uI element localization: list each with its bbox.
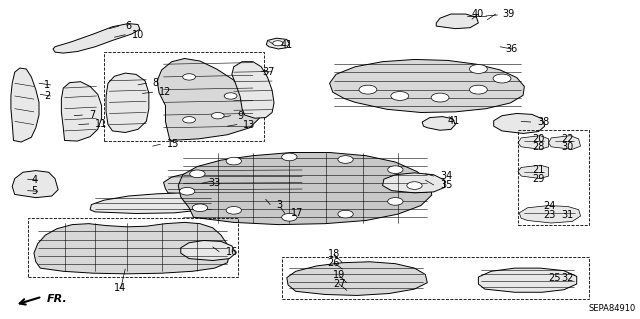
Polygon shape [11, 68, 39, 142]
Circle shape [282, 153, 297, 161]
Text: 39: 39 [502, 9, 515, 19]
Polygon shape [422, 117, 456, 130]
Text: 23: 23 [543, 210, 556, 220]
Text: 33: 33 [208, 178, 221, 188]
Circle shape [226, 157, 241, 165]
Circle shape [192, 204, 207, 211]
Text: 13: 13 [243, 120, 255, 130]
Text: 38: 38 [537, 117, 549, 127]
Text: 4: 4 [31, 175, 38, 185]
Circle shape [179, 188, 195, 195]
Text: SEPA84910: SEPA84910 [589, 304, 636, 313]
Circle shape [338, 210, 353, 218]
Text: 11: 11 [95, 119, 108, 129]
Polygon shape [246, 197, 304, 216]
Text: 20: 20 [532, 134, 545, 144]
Text: 16: 16 [225, 247, 237, 256]
Text: 18: 18 [328, 249, 340, 259]
Text: 19: 19 [333, 271, 345, 280]
Text: 41: 41 [448, 116, 460, 126]
Text: 34: 34 [440, 171, 452, 181]
Text: 25: 25 [548, 273, 561, 283]
Text: 6: 6 [125, 21, 131, 31]
Circle shape [338, 156, 353, 163]
Text: 7: 7 [89, 110, 95, 120]
Circle shape [407, 182, 422, 189]
Text: 14: 14 [115, 283, 127, 293]
Polygon shape [548, 136, 580, 149]
Polygon shape [383, 173, 445, 193]
Polygon shape [436, 14, 478, 29]
Text: 21: 21 [532, 165, 545, 175]
Text: 12: 12 [159, 87, 172, 97]
Text: 17: 17 [291, 209, 303, 219]
Text: 29: 29 [532, 174, 545, 183]
Polygon shape [478, 268, 577, 292]
Text: 15: 15 [167, 139, 179, 149]
Circle shape [273, 41, 283, 46]
Polygon shape [61, 82, 102, 141]
Text: FR.: FR. [47, 294, 67, 304]
Circle shape [469, 85, 487, 94]
Polygon shape [106, 73, 149, 132]
Polygon shape [287, 262, 428, 295]
Circle shape [224, 93, 237, 99]
Polygon shape [34, 222, 229, 274]
Text: 37: 37 [262, 67, 275, 77]
Circle shape [182, 117, 195, 123]
Polygon shape [518, 165, 548, 179]
Polygon shape [90, 193, 214, 213]
Text: 3: 3 [276, 200, 283, 210]
Circle shape [388, 197, 403, 205]
Text: 36: 36 [505, 44, 518, 54]
Circle shape [469, 64, 487, 73]
Text: 28: 28 [532, 142, 545, 152]
Circle shape [431, 93, 449, 102]
Circle shape [282, 213, 297, 221]
Text: 10: 10 [132, 30, 144, 40]
Text: 41: 41 [280, 40, 292, 49]
Circle shape [493, 74, 511, 83]
Circle shape [388, 166, 403, 174]
Polygon shape [519, 205, 580, 223]
Polygon shape [164, 165, 307, 196]
Polygon shape [266, 38, 289, 49]
Text: 2: 2 [44, 91, 51, 101]
Text: 35: 35 [440, 180, 452, 190]
Polygon shape [53, 24, 140, 53]
Text: 22: 22 [561, 134, 574, 144]
Text: 8: 8 [153, 78, 159, 88]
Circle shape [182, 74, 195, 80]
Circle shape [391, 92, 409, 100]
Text: 40: 40 [472, 9, 484, 19]
Text: 5: 5 [31, 186, 38, 196]
Polygon shape [12, 171, 58, 197]
Polygon shape [330, 59, 524, 113]
Polygon shape [493, 114, 545, 133]
Text: 32: 32 [561, 273, 574, 283]
Polygon shape [157, 58, 259, 140]
Text: 30: 30 [561, 142, 573, 152]
Text: 27: 27 [333, 279, 345, 289]
Circle shape [359, 85, 377, 94]
Circle shape [226, 206, 241, 214]
Polygon shape [178, 152, 432, 225]
Circle shape [189, 170, 205, 178]
Circle shape [211, 113, 224, 119]
Text: 26: 26 [328, 258, 340, 268]
Polygon shape [180, 241, 236, 261]
Text: 31: 31 [561, 210, 573, 220]
Polygon shape [518, 136, 548, 149]
Text: 24: 24 [543, 201, 556, 211]
Text: 9: 9 [237, 111, 243, 121]
Text: 1: 1 [44, 80, 51, 90]
Polygon shape [232, 62, 274, 118]
